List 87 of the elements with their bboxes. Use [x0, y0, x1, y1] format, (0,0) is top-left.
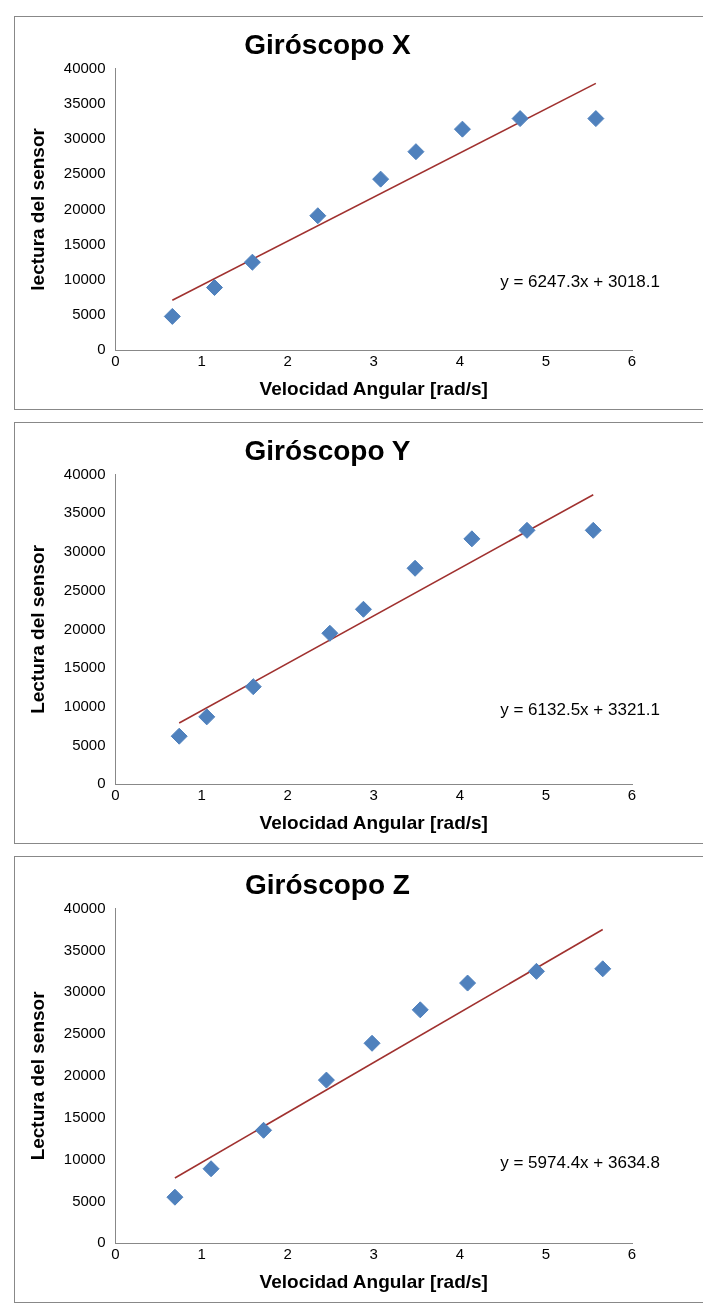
- y-tick-label: 0: [97, 340, 106, 358]
- point: [166, 1188, 184, 1206]
- x-tick-label: 3: [369, 786, 378, 804]
- y-tick-label: 40000: [63, 464, 106, 482]
- point: [206, 279, 224, 297]
- y-axis-title: lectura del sensor: [26, 127, 48, 291]
- x-tick-label: 4: [455, 352, 465, 370]
- y-tick-label: 5000: [72, 1191, 106, 1209]
- y-axis-title: Lectura del sensor: [26, 990, 48, 1161]
- point: [255, 1121, 273, 1139]
- y-tick-label: 40000: [63, 58, 106, 76]
- point: [321, 624, 339, 642]
- point: [527, 962, 545, 980]
- x-tick-label: 0: [111, 352, 120, 370]
- point: [594, 960, 612, 978]
- annotation: y = 6132.5x + 3321.1: [500, 699, 660, 719]
- point: [354, 600, 372, 618]
- y-tick-label: 35000: [63, 93, 106, 111]
- x-tick-label: 3: [369, 1245, 378, 1263]
- y-tick-label: 30000: [63, 542, 106, 560]
- point: [317, 1071, 335, 1089]
- y-tick-label: 40000: [63, 898, 106, 916]
- x-axis-title: Velocidad Angular [rad/s]: [259, 1270, 488, 1292]
- y-tick-label: 15000: [63, 1107, 106, 1125]
- point: [243, 253, 261, 271]
- x-tick-label: 3: [369, 352, 378, 370]
- chart-title: Giróscopo Y: [244, 434, 411, 466]
- point: [584, 521, 602, 539]
- y-tick-label: 25000: [63, 1024, 106, 1042]
- x-tick-label: 6: [627, 786, 637, 804]
- y-tick-label: 30000: [63, 129, 106, 147]
- y-tick-label: 15000: [63, 234, 106, 252]
- point: [244, 678, 262, 696]
- y-tick-label: 30000: [63, 982, 106, 1000]
- x-tick-label: 0: [111, 786, 120, 804]
- x-axis-title: Velocidad Angular [rad/s]: [259, 377, 488, 399]
- y-tick-label: 0: [97, 774, 106, 792]
- point: [463, 530, 481, 548]
- point: [170, 727, 188, 745]
- y-tick-label: 10000: [63, 1149, 106, 1167]
- y-tick-label: 5000: [72, 735, 106, 753]
- point: [372, 170, 390, 188]
- x-tick-label: 4: [455, 1245, 465, 1263]
- annotation: y = 6247.3x + 3018.1: [500, 272, 660, 292]
- y-tick-label: 25000: [63, 164, 106, 182]
- point: [363, 1034, 381, 1052]
- x-tick-label: 1: [197, 786, 206, 804]
- x-tick-label: 2: [283, 1245, 292, 1263]
- x-tick-label: 5: [541, 1245, 551, 1263]
- y-tick-label: 20000: [63, 1066, 106, 1084]
- x-tick-label: 5: [541, 786, 551, 804]
- point: [309, 207, 327, 225]
- x-tick-label: 1: [197, 352, 206, 370]
- point: [511, 110, 529, 128]
- x-tick-label: 4: [455, 786, 465, 804]
- y-tick-label: 35000: [63, 503, 106, 521]
- y-tick-label: 10000: [63, 696, 106, 714]
- y-tick-label: 25000: [63, 580, 106, 598]
- x-tick-label: 2: [283, 352, 292, 370]
- x-tick-label: 0: [111, 1245, 120, 1263]
- annotation: y = 5974.4x + 3634.8: [500, 1152, 660, 1172]
- y-tick-label: 5000: [72, 305, 106, 323]
- x-tick-label: 5: [541, 352, 551, 370]
- point: [198, 708, 216, 726]
- point: [587, 110, 605, 128]
- point: [202, 1160, 220, 1178]
- y-tick-label: 15000: [63, 658, 106, 676]
- y-tick-label: 0: [97, 1233, 106, 1251]
- x-tick-label: 6: [627, 1245, 637, 1263]
- point: [407, 143, 425, 161]
- point: [163, 307, 181, 325]
- x-tick-label: 6: [627, 352, 637, 370]
- x-tick-label: 1: [197, 1245, 206, 1263]
- x-tick-label: 2: [283, 786, 292, 804]
- point: [406, 559, 424, 577]
- chart-title: Giróscopo Z: [245, 868, 410, 900]
- point: [411, 1001, 429, 1019]
- point: [518, 521, 536, 539]
- y-tick-label: 20000: [63, 199, 106, 217]
- y-axis-title: Lectura del sensor: [26, 544, 48, 714]
- point: [459, 974, 477, 992]
- x-axis-title: Velocidad Angular [rad/s]: [259, 811, 488, 833]
- chart-title: Giróscopo X: [244, 28, 412, 60]
- y-tick-label: 20000: [63, 619, 106, 637]
- y-tick-label: 35000: [63, 940, 106, 958]
- y-tick-label: 10000: [63, 269, 106, 287]
- point: [453, 120, 471, 138]
